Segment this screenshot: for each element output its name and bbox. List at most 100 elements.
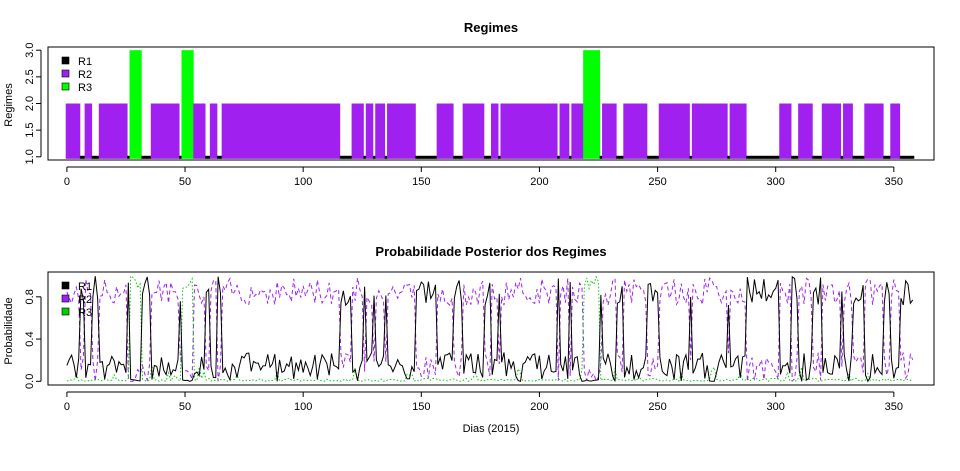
bar-day-54: [193, 103, 197, 159]
bar-day-32: [141, 155, 145, 159]
bar-day-273: [710, 103, 714, 159]
bar-day-319: [819, 155, 823, 159]
bar-day-297: [767, 155, 771, 159]
bar-day-1: [68, 103, 71, 159]
bar-day-180: [491, 103, 494, 159]
bar-day-97: [294, 103, 298, 159]
bar-day-123: [356, 103, 360, 159]
bar-day-213: [568, 155, 572, 159]
x-tick-label: 200: [530, 176, 548, 188]
x-tick-label: 350: [885, 401, 903, 413]
x-tick-label: 300: [767, 401, 785, 413]
bar-day-281: [729, 103, 733, 159]
bar-day-342: [873, 103, 877, 159]
bar-day-12: [94, 155, 97, 159]
bar-day-22: [117, 103, 121, 159]
bar-day-155: [431, 155, 435, 159]
bar-day-34: [146, 155, 149, 159]
bar-day-20: [112, 103, 116, 159]
bar-day-196: [528, 103, 532, 159]
bar-day-44: [169, 103, 173, 159]
bar-day-126: [363, 155, 367, 159]
bar-day-35: [148, 155, 152, 159]
bar-day-171: [469, 103, 473, 159]
bars-regimes: [65, 50, 915, 159]
bar-day-149: [417, 155, 421, 159]
bar-day-64: [216, 155, 220, 159]
bar-day-265: [691, 103, 695, 159]
bar-day-205: [550, 103, 553, 159]
plot-frame-regimes: [47, 46, 935, 161]
bar-day-51: [186, 50, 189, 159]
bar-day-152: [424, 155, 428, 159]
bar-day-194: [524, 103, 527, 159]
bar-day-80: [254, 103, 258, 159]
y-tick-label: 3.0: [24, 43, 36, 58]
bar-day-117: [342, 155, 345, 159]
legend-label-r1: R1: [78, 56, 92, 68]
bar-day-116: [339, 155, 343, 159]
bar-day-133: [379, 103, 383, 159]
bar-day-29: [134, 50, 137, 159]
bar-day-96: [292, 103, 296, 159]
bar-day-41: [162, 103, 166, 159]
bar-day-39: [157, 103, 161, 159]
bar-day-229: [606, 103, 610, 159]
y-axis-label-regimes: Regimes: [3, 83, 15, 127]
bar-day-40: [160, 103, 163, 159]
bar-day-310: [798, 103, 801, 159]
bar-day-259: [677, 103, 681, 159]
bar-day-288: [746, 155, 749, 159]
bar-day-221: [587, 50, 591, 159]
bar-day-67: [224, 103, 227, 159]
bar-day-55: [195, 103, 199, 159]
bar-day-179: [488, 155, 492, 159]
bar-day-344: [878, 103, 882, 159]
bar-day-276: [717, 103, 721, 159]
bar-day-250: [656, 155, 660, 159]
bar-day-184: [500, 103, 504, 159]
bar-day-283: [734, 103, 738, 159]
bar-day-114: [335, 103, 338, 159]
bar-day-70: [231, 103, 234, 159]
bar-day-10: [89, 103, 93, 159]
bar-day-358: [911, 155, 915, 159]
bar-day-227: [602, 103, 605, 159]
legend-label-r2: R2: [78, 69, 92, 81]
bar-day-60: [207, 155, 211, 159]
bar-day-287: [743, 103, 747, 159]
bar-day-146: [410, 103, 414, 159]
bar-day-340: [869, 103, 872, 159]
bar-day-348: [887, 155, 891, 159]
bar-day-95: [290, 103, 293, 159]
bar-day-336: [859, 155, 863, 159]
bar-day-81: [257, 103, 260, 159]
bar-day-14: [98, 103, 102, 159]
bar-day-181: [493, 103, 497, 159]
bar-day-30: [136, 50, 140, 159]
bar-day-90: [278, 103, 282, 159]
bar-day-331: [847, 103, 851, 159]
bar-day-345: [880, 103, 884, 159]
x-tick-label: 100: [294, 401, 312, 413]
bar-day-21: [115, 103, 119, 159]
bar-day-53: [190, 50, 194, 159]
bar-day-291: [753, 155, 757, 159]
bar-day-323: [828, 103, 832, 159]
bar-day-191: [516, 103, 520, 159]
bar-day-175: [479, 103, 482, 159]
bar-day-129: [370, 103, 374, 159]
bar-day-343: [876, 103, 879, 159]
bar-day-226: [599, 155, 603, 159]
bar-day-23: [120, 103, 123, 159]
bar-day-92: [283, 103, 286, 159]
bar-day-138: [391, 103, 395, 159]
bar-day-246: [646, 155, 650, 159]
bar-day-89: [276, 103, 279, 159]
bar-day-61: [209, 103, 213, 159]
chart-title-regimes: Regimes: [464, 20, 518, 35]
bar-day-351: [895, 103, 898, 159]
bar-day-94: [287, 103, 291, 159]
bar-day-206: [552, 103, 556, 159]
x-tick-label: 300: [767, 176, 785, 188]
